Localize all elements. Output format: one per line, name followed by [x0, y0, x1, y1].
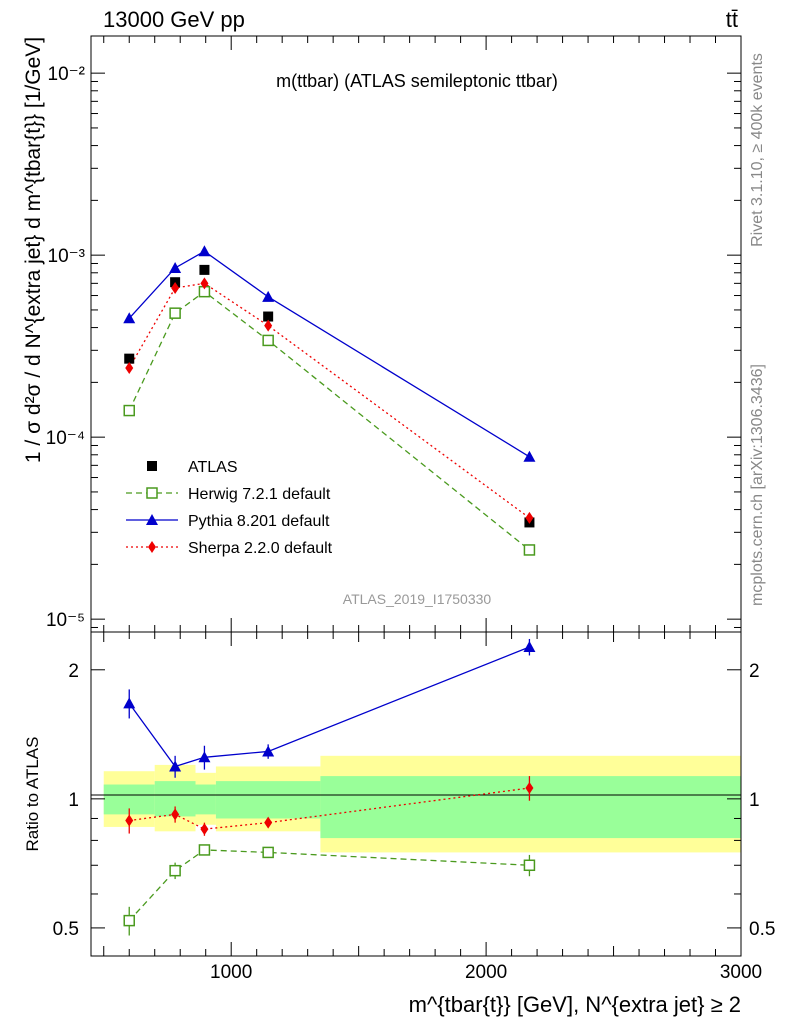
- main-y-axis-label: 1 / σ d²σ / d N^{extra jet} d m^{tbar{t}…: [22, 37, 45, 463]
- pythia-point: [198, 245, 211, 257]
- ratio-y-tick-label-right: 1: [749, 790, 760, 811]
- sherpa-ratio-point: [525, 782, 534, 795]
- atlas-point: [263, 311, 274, 322]
- legend-marker-atlas: [147, 461, 157, 471]
- sherpa-point: [171, 281, 180, 294]
- main-watermark: ATLAS_2019_I1750330: [343, 591, 492, 607]
- ratio-y-tick-label-right: 2: [749, 661, 760, 682]
- main-title: m(ttbar) (ATLAS semileptonic ttbar): [276, 71, 558, 91]
- legend-marker-sherpa: [148, 541, 156, 553]
- herwig-point: [262, 334, 274, 347]
- rivet-label: Rivet 3.1.10, ≥ 400k events: [749, 53, 766, 247]
- herwig-ratio-point: [198, 844, 211, 856]
- legend-marker-pythia: [146, 514, 158, 525]
- legend-label-herwig: Herwig 7.2.1 default: [188, 486, 331, 503]
- sherpa-ratio-point: [264, 816, 273, 829]
- pythia-ratio-point: [523, 641, 536, 653]
- mcplots-label: mcplots.cern.ch [arXiv:1306.3436]: [749, 364, 766, 606]
- ratio-plot-panel: 0.5 0.5 1 1 2 2 1000 2000 3000 Ratio to ATLAS m^…: [23, 631, 775, 1017]
- herwig-point: [523, 544, 536, 556]
- legend-label-atlas: ATLAS: [188, 459, 238, 476]
- x-tick-label: 2000: [465, 962, 507, 983]
- ratio-y-tick-label-left: 0.5: [53, 919, 79, 940]
- sherpa-point: [200, 277, 209, 290]
- ratio-y-axis-label: Ratio to ATLAS: [23, 737, 42, 852]
- pythia-ratio-point: [169, 760, 182, 772]
- ratio-plot-frame: [90, 631, 742, 957]
- sherpa-ratio-point: [171, 808, 180, 821]
- legend-label-sherpa: Sherpa 2.2.0 default: [188, 540, 333, 557]
- pythia-point: [169, 261, 182, 273]
- ratio-y-tick-label-left: 2: [68, 661, 79, 682]
- sherpa-point: [125, 361, 134, 374]
- energy-label: 13000 GeV pp: [103, 7, 245, 32]
- pythia-ratio-point: [262, 745, 275, 757]
- sherpa-curve: [128, 282, 530, 519]
- herwig-point: [123, 404, 135, 417]
- pythia-point: [523, 450, 536, 462]
- sherpa-point: [264, 319, 273, 332]
- herwig-curve: [128, 290, 530, 551]
- herwig-ratio-point: [523, 859, 536, 872]
- legend-label-pythia: Pythia 8.201 default: [188, 513, 330, 530]
- sherpa-ratio-point: [125, 814, 134, 827]
- herwig-point: [169, 307, 181, 319]
- sherpa-point: [525, 511, 534, 524]
- pythia-point: [123, 312, 136, 324]
- main-y-tick-label: 10⁻³: [48, 246, 86, 267]
- pythia-ratio-curve: [128, 646, 530, 768]
- x-tick-label: 1000: [210, 962, 252, 983]
- process-label: tt̄: [726, 7, 738, 32]
- atlas-point: [199, 264, 210, 275]
- herwig-ratio-point: [123, 914, 135, 927]
- herwig-ratio-curve: [128, 849, 530, 922]
- ratio-y-tick-label-right: 0.5: [749, 919, 775, 940]
- sherpa-ratio-point: [200, 823, 209, 836]
- main-y-tick-label: 10⁻⁵: [46, 610, 85, 631]
- sherpa-ratio-curve: [129, 787, 530, 830]
- legend-marker-herwig: [146, 487, 158, 499]
- uncertainty-band-inner: [195, 784, 216, 815]
- legend: ATLAS Herwig 7.2.1 default Pythia 8.201 de…: [126, 459, 333, 557]
- ratio-y-tick-label-left: 1: [68, 790, 79, 811]
- main-y-tick-label: 10⁻²: [48, 64, 86, 85]
- main-plot-panel: 10⁻² 10⁻³ 10⁻⁴ 10⁻⁵ m(ttbar) (ATLAS semilep…: [22, 35, 742, 633]
- atlas-point: [124, 353, 135, 364]
- main-y-tick-label: 10⁻⁴: [46, 428, 85, 449]
- x-axis-label: m^{tbar{t}} [GeV], N^{extra jet} ≥ 2: [409, 992, 741, 1017]
- x-tick-label: 3000: [720, 962, 762, 983]
- pythia-ratio-point: [123, 697, 136, 709]
- pythia-ratio-point: [198, 751, 211, 763]
- herwig-ratio-point: [169, 864, 181, 877]
- uncertainty-band-inner: [215, 781, 321, 819]
- pythia-point: [262, 290, 275, 302]
- pythia-curve: [128, 250, 530, 458]
- herwig-ratio-point: [262, 846, 274, 859]
